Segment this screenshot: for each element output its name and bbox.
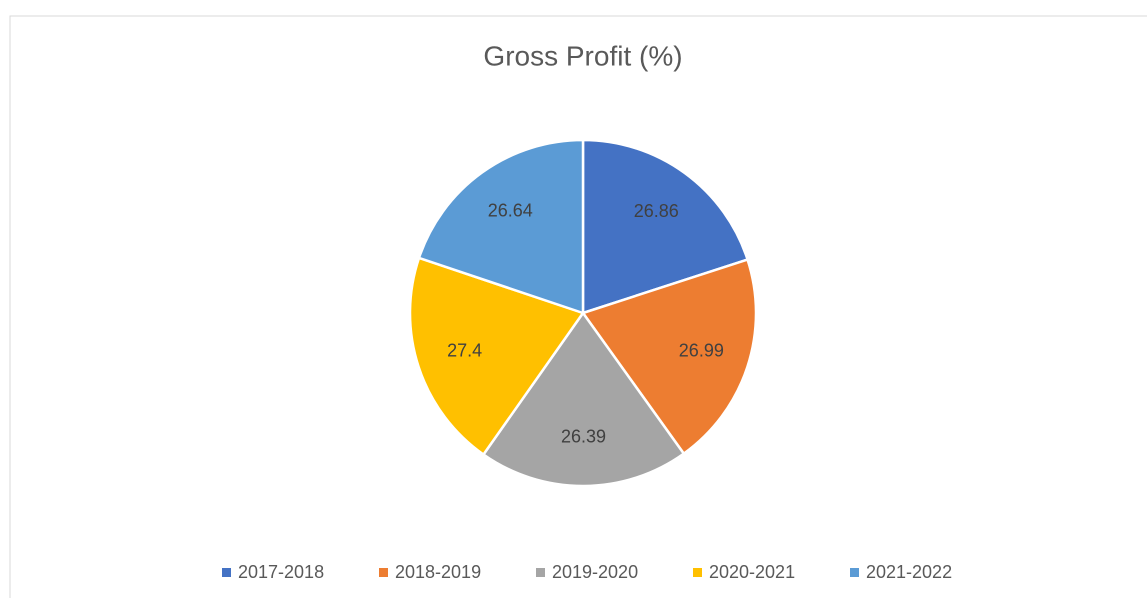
data-label: 26.86 <box>634 201 679 221</box>
legend-label: 2021-2022 <box>866 562 952 582</box>
legend-swatch <box>222 568 231 577</box>
pie-slice <box>417 138 585 315</box>
legend-label: 2017-2018 <box>238 562 324 582</box>
legend-label: 2020-2021 <box>709 562 795 582</box>
pie-slice <box>581 138 750 315</box>
data-label: 26.99 <box>679 341 724 361</box>
legend-swatch <box>850 568 859 577</box>
legend-swatch <box>693 568 702 577</box>
pie-slice <box>481 310 686 488</box>
chart-title: Gross Profit (%) <box>483 40 682 71</box>
pie-slice <box>580 257 758 456</box>
legend-label: 2018-2019 <box>395 562 481 582</box>
data-label: 26.39 <box>561 426 606 446</box>
legend-label: 2019-2020 <box>552 562 638 582</box>
data-label: 26.64 <box>488 201 533 221</box>
data-label: 27.4 <box>447 341 482 361</box>
legend-swatch <box>536 568 545 577</box>
legend-swatch <box>379 568 388 577</box>
pie-slice <box>408 256 585 457</box>
